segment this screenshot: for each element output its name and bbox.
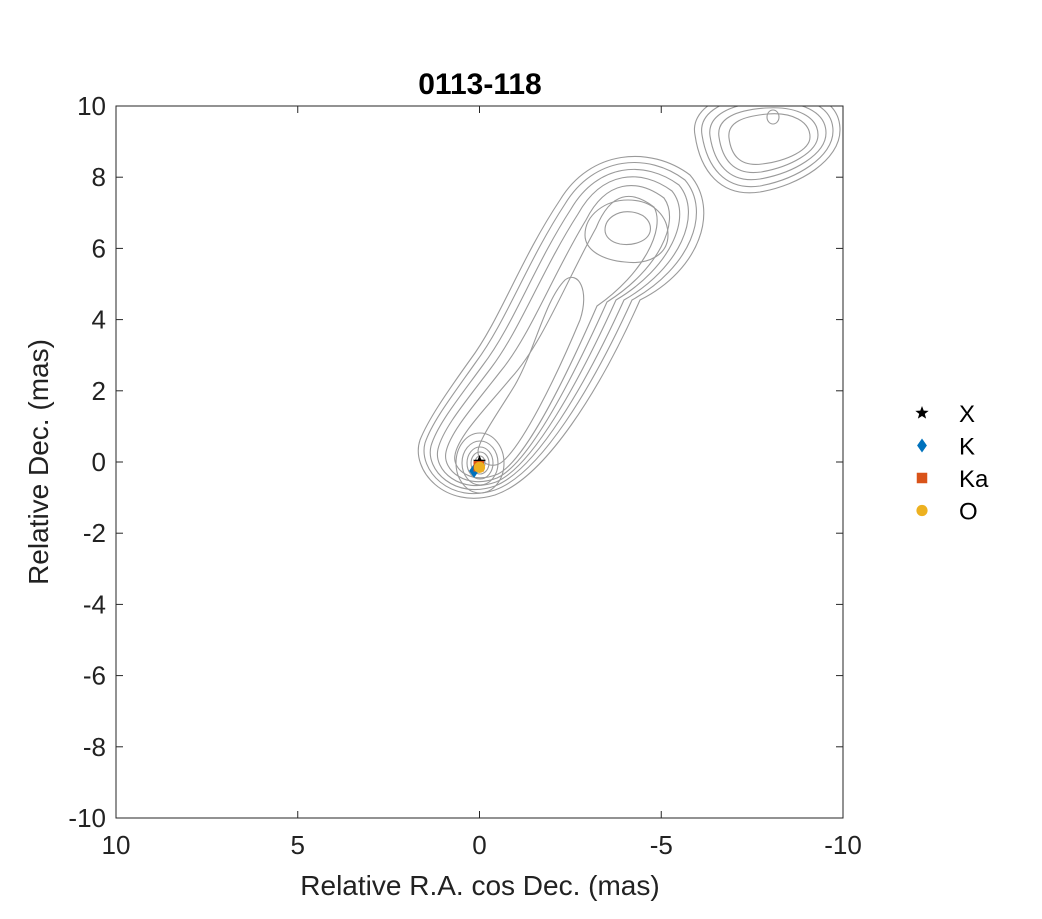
y-axis: -10 -8 -6 -4 -2 0 2 4 6 8 10	[68, 91, 843, 833]
contour-level-1	[417, 155, 705, 499]
legend-label-ka: Ka	[959, 466, 989, 493]
x-tick-label: 10	[102, 830, 131, 860]
contour-knot-outer	[584, 199, 669, 264]
contour-core-1	[455, 432, 505, 494]
legend-label-k: K	[959, 434, 975, 461]
contour-level-7	[477, 277, 585, 466]
contour-knot-inner	[604, 211, 651, 246]
contour-core-2	[461, 440, 499, 486]
y-tick-label: 0	[92, 447, 106, 477]
legend-label-o: O	[959, 499, 978, 526]
contour-level-4	[436, 176, 681, 487]
contour-lines	[417, 106, 841, 499]
contour-tr-2	[701, 106, 834, 188]
legend-marker-x	[915, 406, 929, 419]
y-tick-label: -4	[83, 589, 106, 619]
contour-level-2	[423, 162, 697, 495]
y-tick-label: -6	[83, 661, 106, 691]
contour-core-3	[466, 446, 494, 480]
legend-marker-k	[917, 438, 927, 453]
x-tick-label: 5	[291, 830, 305, 860]
contour-level-5	[445, 185, 670, 483]
contour-tr-1	[693, 106, 841, 194]
x-tick-label: 0	[472, 830, 486, 860]
x-tick-label: -10	[824, 830, 862, 860]
y-tick-label: 4	[92, 305, 106, 335]
data-point-o	[473, 461, 486, 473]
x-axis: 10 5 0 -5 -10	[102, 106, 862, 860]
contour-tr-3	[709, 106, 827, 181]
x-tick-label: -5	[650, 830, 673, 860]
x-axis-title: Relative R.A. cos Dec. (mas)	[300, 870, 659, 901]
y-axis-title: Relative Dec. (mas)	[23, 339, 54, 585]
chart-title: 0113-118	[418, 68, 541, 101]
contour-tr-4	[718, 107, 819, 174]
contour-core-4	[470, 451, 490, 475]
y-tick-label: 6	[92, 233, 106, 263]
y-tick-label: -8	[83, 732, 106, 762]
legend-marker-o	[916, 504, 928, 517]
contour-level-3	[429, 168, 689, 491]
y-tick-label: -2	[83, 518, 106, 548]
y-tick-label: 10	[77, 91, 106, 121]
y-tick-label: 2	[92, 376, 106, 406]
contour-tr-5	[728, 113, 811, 165]
legend-label-x: X	[959, 401, 975, 428]
data-points	[469, 455, 487, 478]
y-tick-label: 8	[92, 162, 106, 192]
legend-marker-ka	[916, 472, 928, 484]
legend: XK Ka O	[915, 401, 989, 526]
y-tick-label: -10	[68, 803, 106, 833]
contour-tr-peak	[766, 109, 780, 125]
